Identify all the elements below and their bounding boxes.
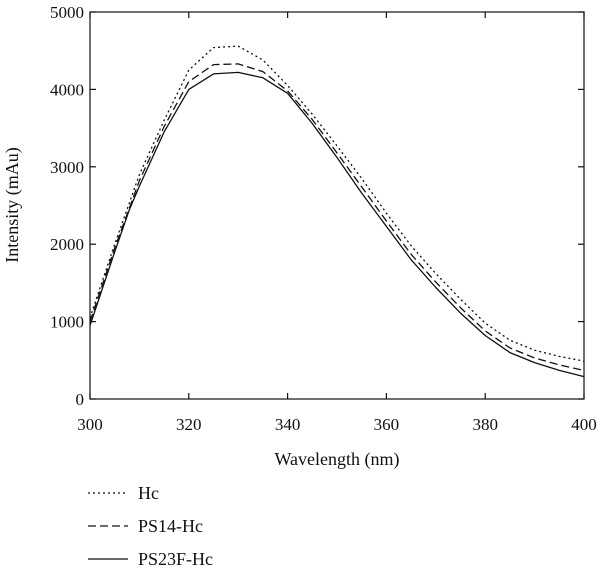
y-tick-label: 2000 (50, 235, 84, 254)
legend-label: PS14-Hc (138, 516, 203, 536)
x-tick-label: 360 (374, 415, 400, 434)
y-tick-label: 0 (76, 390, 85, 409)
series-lines (89, 45, 585, 378)
y-axis-title: Intensity (mAu) (2, 147, 23, 262)
series-line-hc (89, 45, 585, 362)
legend-label: PS23F-Hc (138, 549, 213, 569)
legend-label: Hc (138, 483, 159, 503)
y-tick-label: 1000 (50, 313, 84, 332)
x-tick-label: 400 (571, 415, 597, 434)
y-tick-label: 4000 (50, 80, 84, 99)
x-tick-label: 340 (275, 415, 301, 434)
plot-frame (89, 11, 585, 400)
y-axis: 0 1000 2000 3000 4000 5000 (50, 3, 584, 409)
x-axis-title: Wavelength (nm) (274, 449, 399, 470)
legend: Hc PS14-Hc PS23F-Hc (88, 483, 213, 569)
series-line-ps14-hc (89, 63, 585, 372)
x-tick-label: 320 (176, 415, 202, 434)
y-tick-label: 3000 (50, 158, 84, 177)
x-axis: 300 320 340 360 380 400 (77, 12, 597, 434)
series-line-ps23f-hc (89, 71, 585, 378)
x-tick-label: 300 (77, 415, 103, 434)
x-tick-label: 380 (472, 415, 498, 434)
y-tick-label: 5000 (50, 3, 84, 22)
